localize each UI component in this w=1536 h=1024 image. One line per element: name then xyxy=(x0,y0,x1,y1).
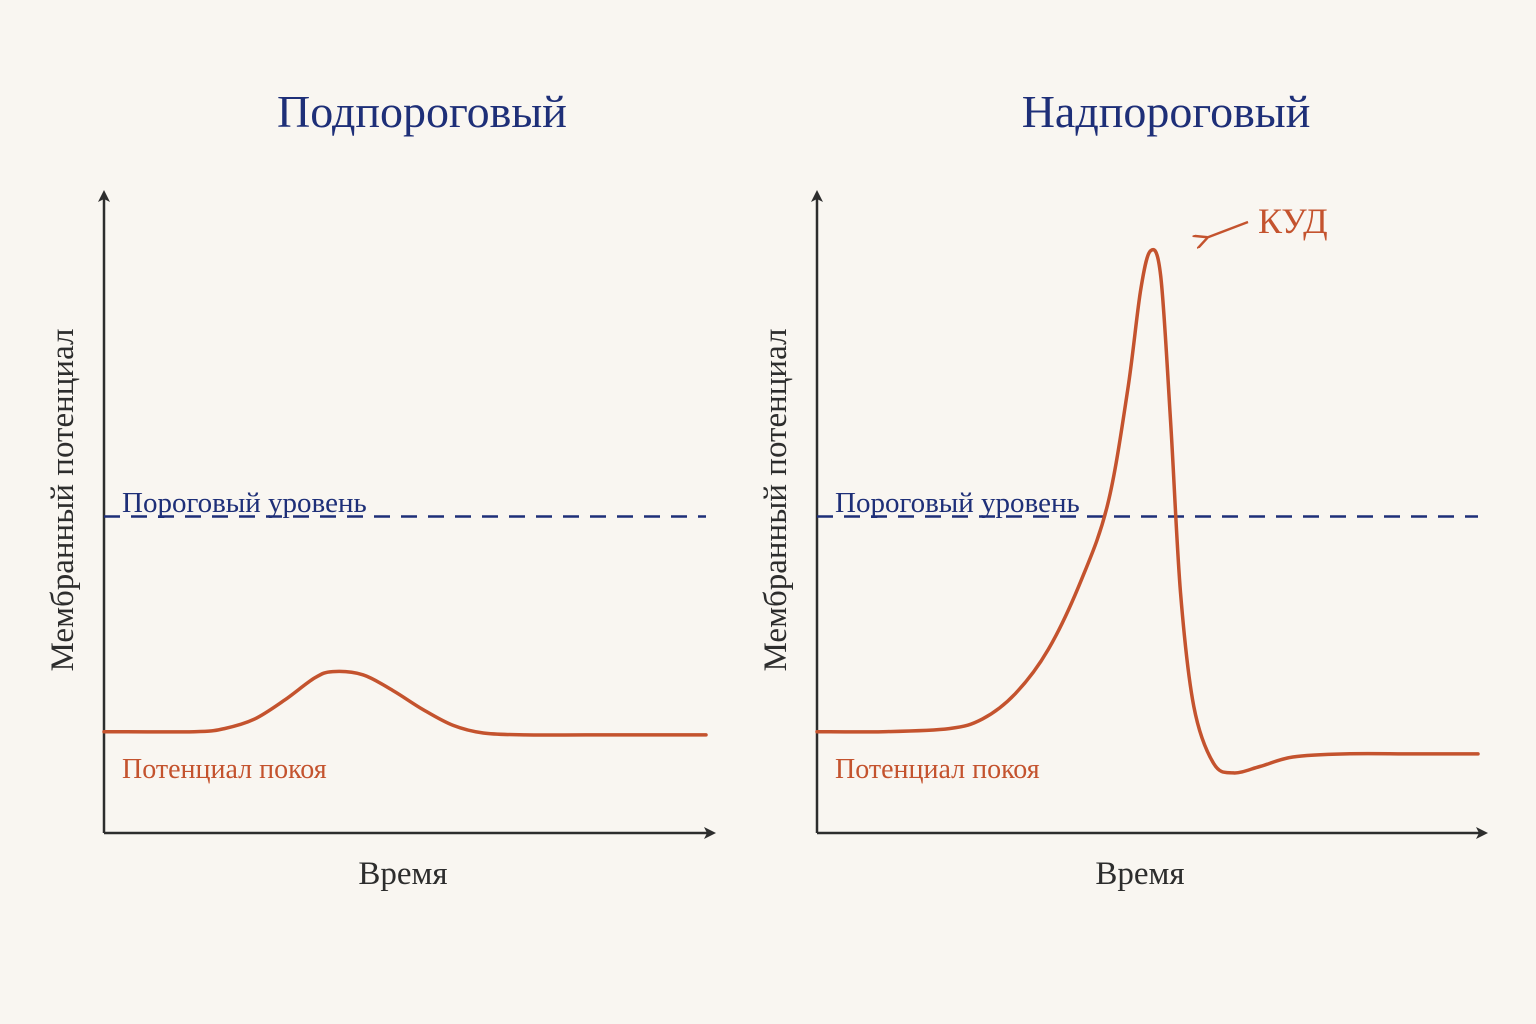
x-axis-title-left: Время xyxy=(358,856,447,892)
y-axis-title-left: Мембранный потенциал xyxy=(45,329,81,672)
panel-title-suprathreshold: Надпороговый xyxy=(1022,86,1311,137)
threshold-label-right: Пороговый уровень xyxy=(835,487,1080,519)
rest-label-left: Потенциал покоя xyxy=(122,754,327,785)
y-axis-title-right: Мембранный потенциал xyxy=(758,329,794,672)
panel-title-subthreshold: Подпороговый xyxy=(277,86,567,137)
peak-label: КУД xyxy=(1258,201,1328,241)
threshold-label-left: Пороговый уровень xyxy=(122,487,367,519)
rest-label-right: Потенциал покоя xyxy=(835,754,1040,785)
x-axis-title-right: Время xyxy=(1095,856,1184,892)
panel-suprathreshold: Надпороговый Мембранный потенциал Время … xyxy=(758,86,1488,892)
peak-arrow xyxy=(1206,220,1249,238)
panel-subthreshold: Подпороговый Мембранный потенциал Время … xyxy=(45,86,716,892)
potential-curve-left xyxy=(102,669,708,737)
potential-curve-right xyxy=(815,247,1480,775)
